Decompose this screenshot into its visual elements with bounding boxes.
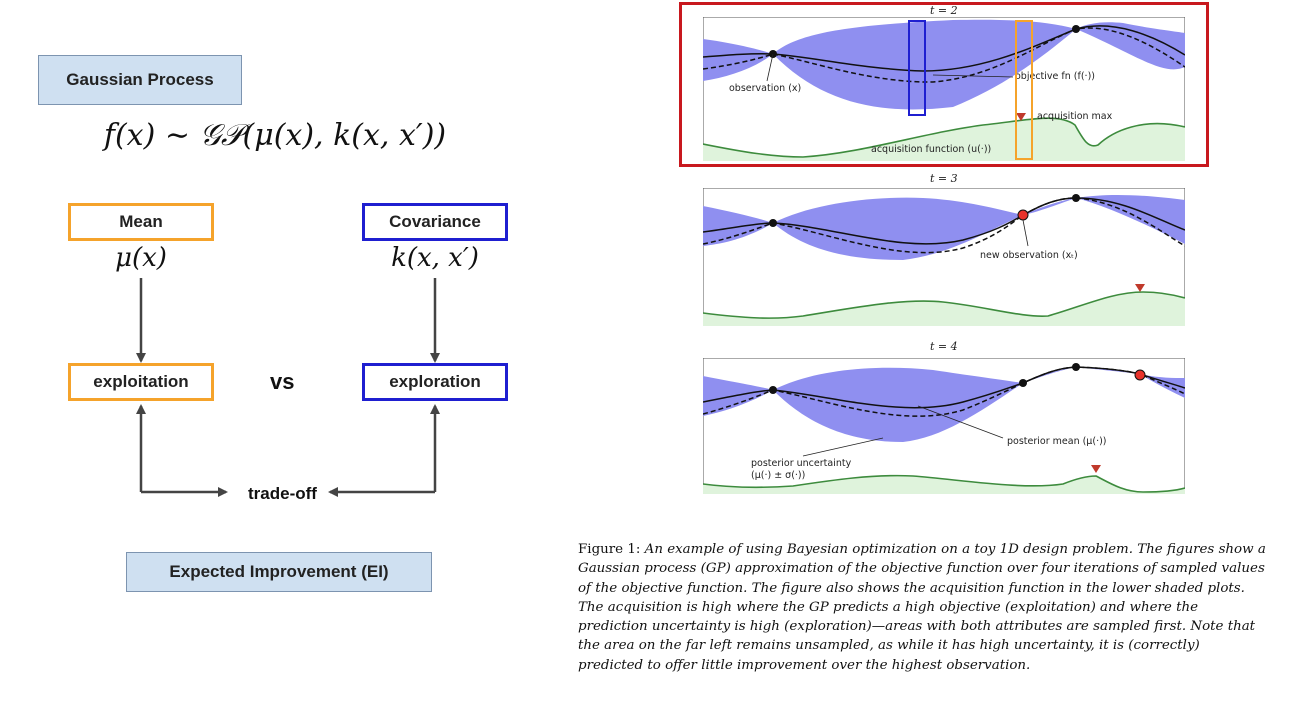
observation-point [1072, 25, 1080, 33]
uncertainty-band [703, 194, 1185, 260]
acquisition-function-annotation: acquisition function (u(·)) [871, 144, 991, 155]
mean-label: Mean [119, 212, 163, 231]
new-observation-point [1017, 209, 1029, 221]
orange-highlight-rect [1015, 20, 1033, 160]
observation-point [769, 219, 777, 227]
covariance-box: Covariance [362, 203, 508, 241]
posterior-uncertainty-annotation: posterior uncertainty [751, 458, 852, 469]
panel-t4: posterior mean (μ(·)) posterior uncertai… [703, 358, 1185, 494]
mean-box: Mean [68, 203, 214, 241]
objective-leader [932, 74, 1014, 78]
exploitation-label: exploitation [93, 372, 189, 391]
acquisition-max-marker [1016, 113, 1026, 121]
covariance-formula: k(x, x′) [391, 243, 479, 273]
exploration-box: exploration [362, 363, 508, 401]
posterior-mean-curve [703, 27, 1185, 83]
posterior-mean-leader [917, 405, 1004, 439]
posterior-uncertainty-formula: (μ(·) ± σ(·)) [751, 470, 805, 481]
panel-1-title: t = 2 [930, 4, 958, 17]
caption-prefix: Figure 1: [578, 542, 641, 557]
objective-fn-curve [703, 25, 1185, 72]
new-observation-leader [1022, 219, 1029, 247]
expected-improvement-box: Expected Improvement (EI) [126, 552, 432, 592]
objective-annotation: objective fn (f(·)) [1015, 71, 1095, 82]
tradeoff-label: trade-off [248, 484, 317, 503]
observation-point [1072, 363, 1080, 371]
acquisition-fill [703, 118, 1185, 161]
gaussian-process-label: Gaussian Process [66, 70, 214, 89]
uncertainty-band [703, 19, 1185, 110]
observation-point [1072, 194, 1080, 202]
panel-t2: observation (x) objective fn (f(·)) acqu… [703, 17, 1185, 161]
vs-label: vs [270, 369, 295, 394]
exploitation-box: exploitation [68, 363, 214, 401]
acquisition-fill [703, 292, 1185, 326]
panel-t3: new observation (xₜ) [703, 188, 1185, 326]
panel-3-title: t = 4 [930, 340, 958, 353]
gp-formula: f(x) ∼ 𝒢𝒫(μ(x), k(x, x′)) [103, 118, 447, 153]
acquisition-max-marker [1091, 465, 1101, 473]
observation-leader [766, 53, 774, 82]
gaussian-process-box: Gaussian Process [38, 55, 242, 105]
observation-annotation: observation (x) [729, 83, 801, 94]
posterior-mean-annotation: posterior mean (μ(·)) [1007, 436, 1107, 447]
observation-point [769, 386, 777, 394]
new-observation-annotation: new observation (xₜ) [980, 250, 1078, 261]
new-observation-point [1134, 369, 1146, 381]
covariance-label: Covariance [389, 212, 481, 231]
uncertainty-band [703, 367, 1185, 442]
acquisition-max-marker [1135, 284, 1145, 292]
mean-formula: μ(x) [115, 243, 167, 273]
blue-highlight-rect [908, 20, 926, 116]
observation-point [1019, 379, 1027, 387]
acquisition-curve [703, 117, 1185, 158]
acquisition-max-annotation: acquisition max [1037, 111, 1113, 122]
posterior-uncertainty-leader [802, 437, 884, 457]
panel-2-title: t = 3 [930, 172, 958, 185]
figure-caption: Figure 1: An example of using Bayesian o… [578, 540, 1268, 675]
diagram-arrows [136, 278, 440, 497]
expected-improvement-label: Expected Improvement (EI) [169, 562, 389, 581]
acquisition-fill [703, 475, 1185, 494]
acquisition-curve [703, 474, 1185, 493]
exploration-label: exploration [389, 372, 481, 391]
acquisition-curve [703, 291, 1185, 319]
red-highlight-rect [679, 2, 1209, 167]
caption-body: An example of using Bayesian optimizatio… [578, 542, 1266, 673]
